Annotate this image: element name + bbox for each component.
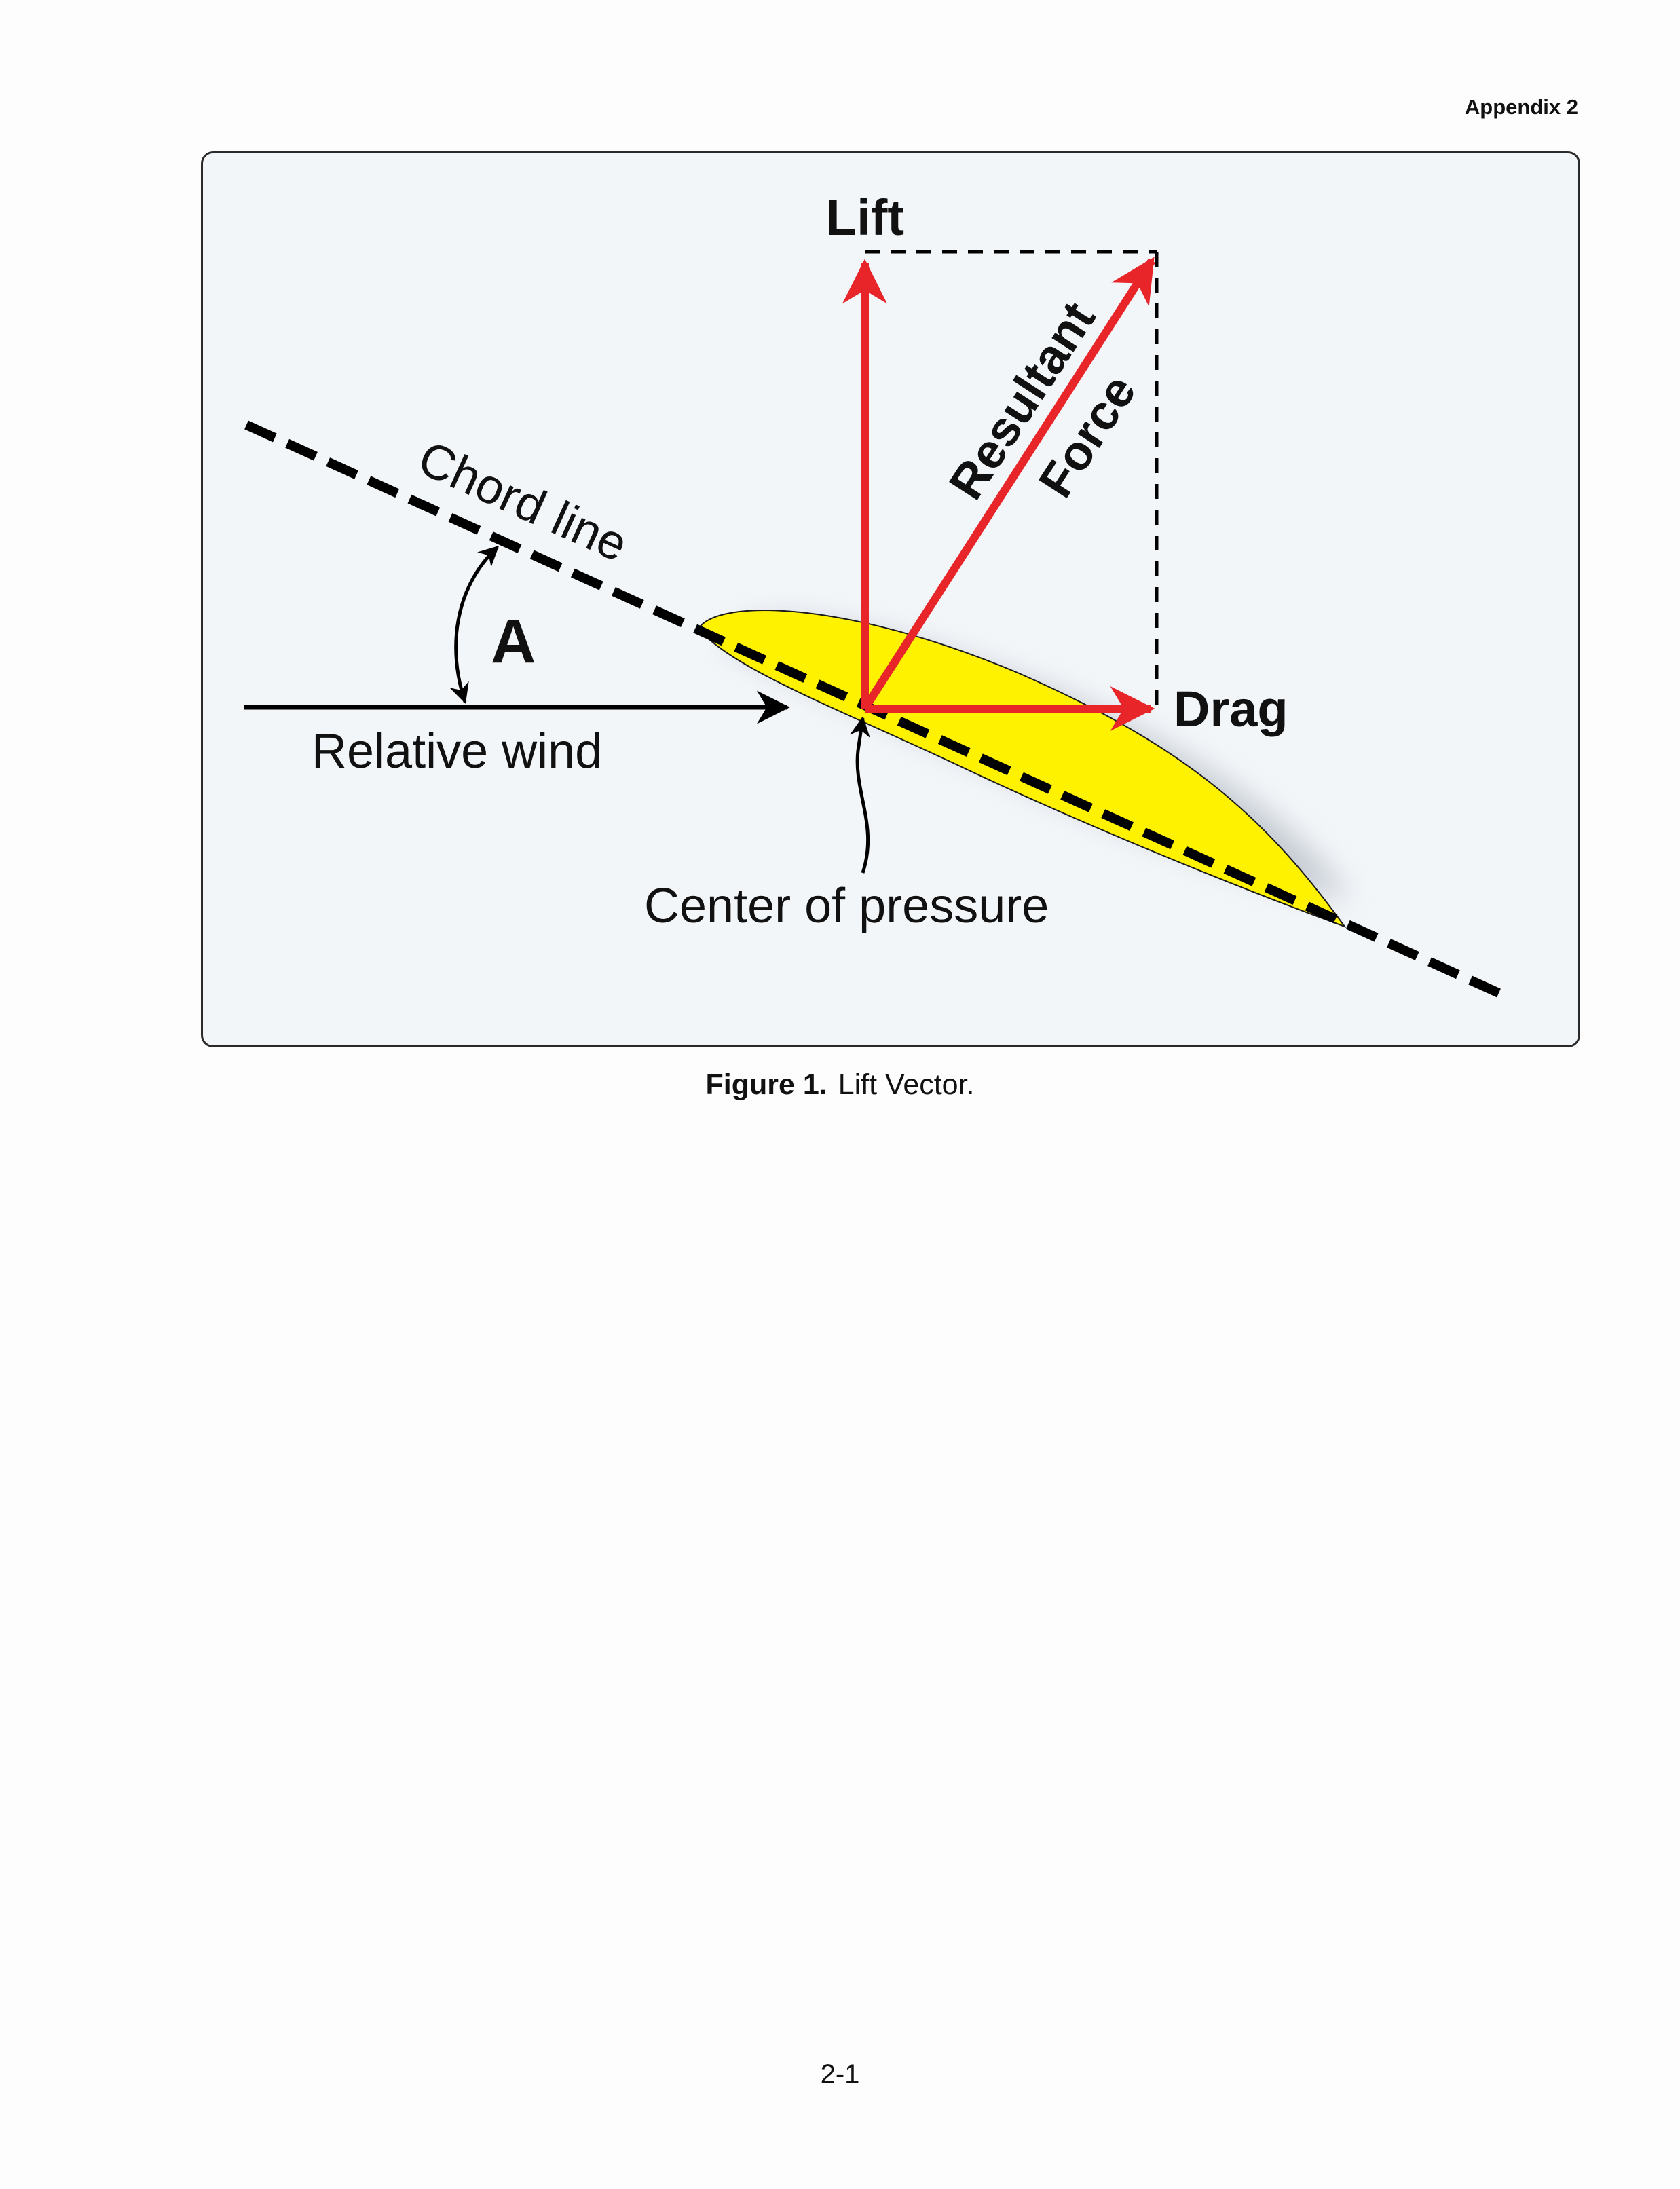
caption-text: Lift Vector. xyxy=(838,1068,975,1101)
chord-line-label: Chord line xyxy=(410,431,635,572)
caption-label: Figure 1. xyxy=(705,1068,827,1101)
figure-caption: Figure 1. Lift Vector. xyxy=(0,1068,1680,1102)
drag-label: Drag xyxy=(1174,681,1288,737)
center-of-pressure-pointer xyxy=(850,716,870,874)
lift-label: Lift xyxy=(826,189,904,246)
angle-of-attack-arc xyxy=(449,545,500,704)
center-of-pressure-label: Center of pressure xyxy=(644,879,1049,933)
resultant-force-vector xyxy=(861,257,1156,711)
page-number: 2-1 xyxy=(820,2059,860,2089)
airfoil xyxy=(697,610,1347,929)
lift-vector-diagram: Lift Drag Resultant Force Chord line A R… xyxy=(201,151,1580,1047)
angle-label: A xyxy=(491,607,536,676)
page-header: Appendix 2 xyxy=(1464,95,1578,119)
relative-wind-label: Relative wind xyxy=(312,724,602,779)
